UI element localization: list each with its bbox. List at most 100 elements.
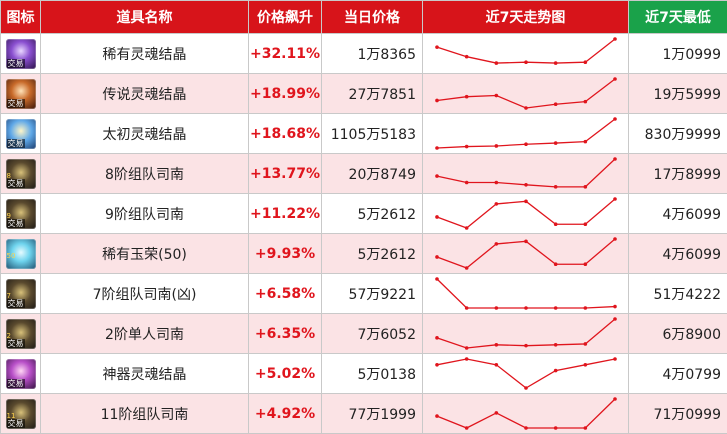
artifact-soul-crystal-icon: 交易 <box>5 358 36 389</box>
trend-point <box>613 37 617 41</box>
trend-point <box>494 306 499 310</box>
trend-point <box>613 397 617 401</box>
item-icon-cell: 9 交易 <box>0 193 41 234</box>
item-today-price: 27万7851 <box>321 73 423 114</box>
item-icon-trade-tag: 交易 <box>6 218 25 228</box>
item-name: 9阶组队司南 <box>40 193 249 234</box>
trend-line <box>436 318 616 349</box>
trend-point <box>464 426 469 430</box>
table-row: 7 交易 7阶组队司南(凶) +6.58% 57万9221 51万4222 <box>0 273 727 314</box>
compass-7-icon: 7 交易 <box>5 278 36 309</box>
item-price-change: +32.11% <box>248 33 322 74</box>
trend-point <box>583 306 588 310</box>
item-icon-trade-tag: 交易 <box>6 138 25 148</box>
item-trend-cell <box>422 313 629 354</box>
item-icon-cell: 交易 <box>0 33 41 74</box>
trend-point <box>494 93 499 98</box>
table-row: 交易 稀有灵魂结晶 +32.11% 1万8365 1万0999 <box>0 33 727 74</box>
header-name: 道具名称 <box>40 0 249 34</box>
header-change: 价格飙升 <box>248 0 322 34</box>
trend-point <box>524 199 528 204</box>
trend-point <box>553 306 558 310</box>
trend-sparkline <box>435 357 617 390</box>
item-today-price: 7万6052 <box>321 313 423 354</box>
item-today-price: 1万8365 <box>321 33 423 74</box>
trend-point <box>524 106 528 110</box>
item-7day-low: 4万6099 <box>628 233 727 274</box>
item-icon-number: 11 <box>6 411 16 420</box>
trend-point <box>464 346 469 350</box>
trend-sparkline <box>435 117 617 150</box>
trend-point <box>435 363 439 367</box>
trend-point <box>435 255 439 259</box>
trend-point <box>464 266 469 270</box>
item-price-change: +18.99% <box>248 73 322 114</box>
trend-point <box>613 237 617 241</box>
item-7day-low: 1万0999 <box>628 33 727 74</box>
item-icon-number: 50 <box>6 251 16 260</box>
item-trend-cell <box>422 233 629 274</box>
header-icon: 图标 <box>0 0 41 34</box>
item-7day-low: 4万0799 <box>628 353 727 394</box>
table-row: 交易 传说灵魂结晶 +18.99% 27万7851 19万5999 <box>0 73 727 114</box>
item-icon-trade-tag: 交易 <box>6 98 25 108</box>
legend-soul-crystal-icon: 交易 <box>5 78 36 109</box>
trend-point <box>553 141 558 145</box>
rare-jade-icon: 50 <box>5 238 36 269</box>
trend-point <box>494 363 499 367</box>
trend-point <box>494 202 499 206</box>
trend-point <box>524 142 528 147</box>
item-icon-trade-tag: 交易 <box>6 298 25 308</box>
item-today-price: 5万2612 <box>321 193 423 234</box>
trend-point <box>494 242 499 246</box>
trend-point <box>435 336 439 340</box>
trend-point <box>613 197 617 201</box>
item-price-change: +6.35% <box>248 313 322 354</box>
item-icon-cell: 2 交易 <box>0 313 41 354</box>
trend-point <box>435 414 439 418</box>
trend-line <box>436 358 616 389</box>
item-today-price: 5万2612 <box>321 233 423 274</box>
table-row: 9 交易 9阶组队司南 +11.22% 5万2612 4万6099 <box>0 193 727 234</box>
trend-point <box>553 262 558 267</box>
item-price-change: +9.93% <box>248 233 322 274</box>
item-icon-number: 8 <box>6 171 11 180</box>
trend-point <box>524 386 528 390</box>
trend-point <box>613 77 617 81</box>
table-body: 交易 稀有灵魂结晶 +32.11% 1万8365 1万0999 交易 传说灵魂结… <box>0 33 727 434</box>
trend-point <box>524 60 528 64</box>
item-name: 神器灵魂结晶 <box>40 353 249 394</box>
item-icon-cell: 8 交易 <box>0 153 41 194</box>
header-price: 当日价格 <box>321 0 423 34</box>
trend-sparkline <box>435 317 617 350</box>
table-row: 交易 太初灵魂结晶 +18.68% 1105万5183 830万9999 <box>0 113 727 154</box>
item-trend-cell <box>422 153 629 194</box>
trend-point <box>583 262 588 267</box>
item-7day-low: 6万8900 <box>628 313 727 354</box>
item-name: 传说灵魂结晶 <box>40 73 249 114</box>
item-trend-cell <box>422 73 629 114</box>
item-price-change: +4.92% <box>248 393 322 434</box>
trend-line <box>436 38 616 64</box>
item-trend-cell <box>422 273 629 314</box>
trend-point <box>553 102 558 107</box>
trend-point <box>464 226 469 230</box>
trend-point <box>613 317 617 321</box>
trend-sparkline <box>435 157 617 189</box>
item-icon-trade-tag: 交易 <box>6 378 25 388</box>
item-icon-cell: 11 交易 <box>0 393 41 434</box>
item-icon-cell: 50 <box>0 233 41 274</box>
trend-point <box>435 146 439 150</box>
item-7day-low: 19万5999 <box>628 73 727 114</box>
table-row: 50 稀有玉荣(50) +9.93% 5万2612 4万6099 <box>0 233 727 274</box>
compass-9-icon: 9 交易 <box>5 198 36 229</box>
item-trend-cell <box>422 393 629 434</box>
item-7day-low: 71万0999 <box>628 393 727 434</box>
trend-point <box>524 183 528 187</box>
item-icon-cell: 交易 <box>0 73 41 114</box>
item-icon-cell: 交易 <box>0 113 41 154</box>
trend-point <box>524 306 528 310</box>
compass-2-icon: 2 交易 <box>5 318 36 349</box>
trend-line <box>436 198 616 229</box>
